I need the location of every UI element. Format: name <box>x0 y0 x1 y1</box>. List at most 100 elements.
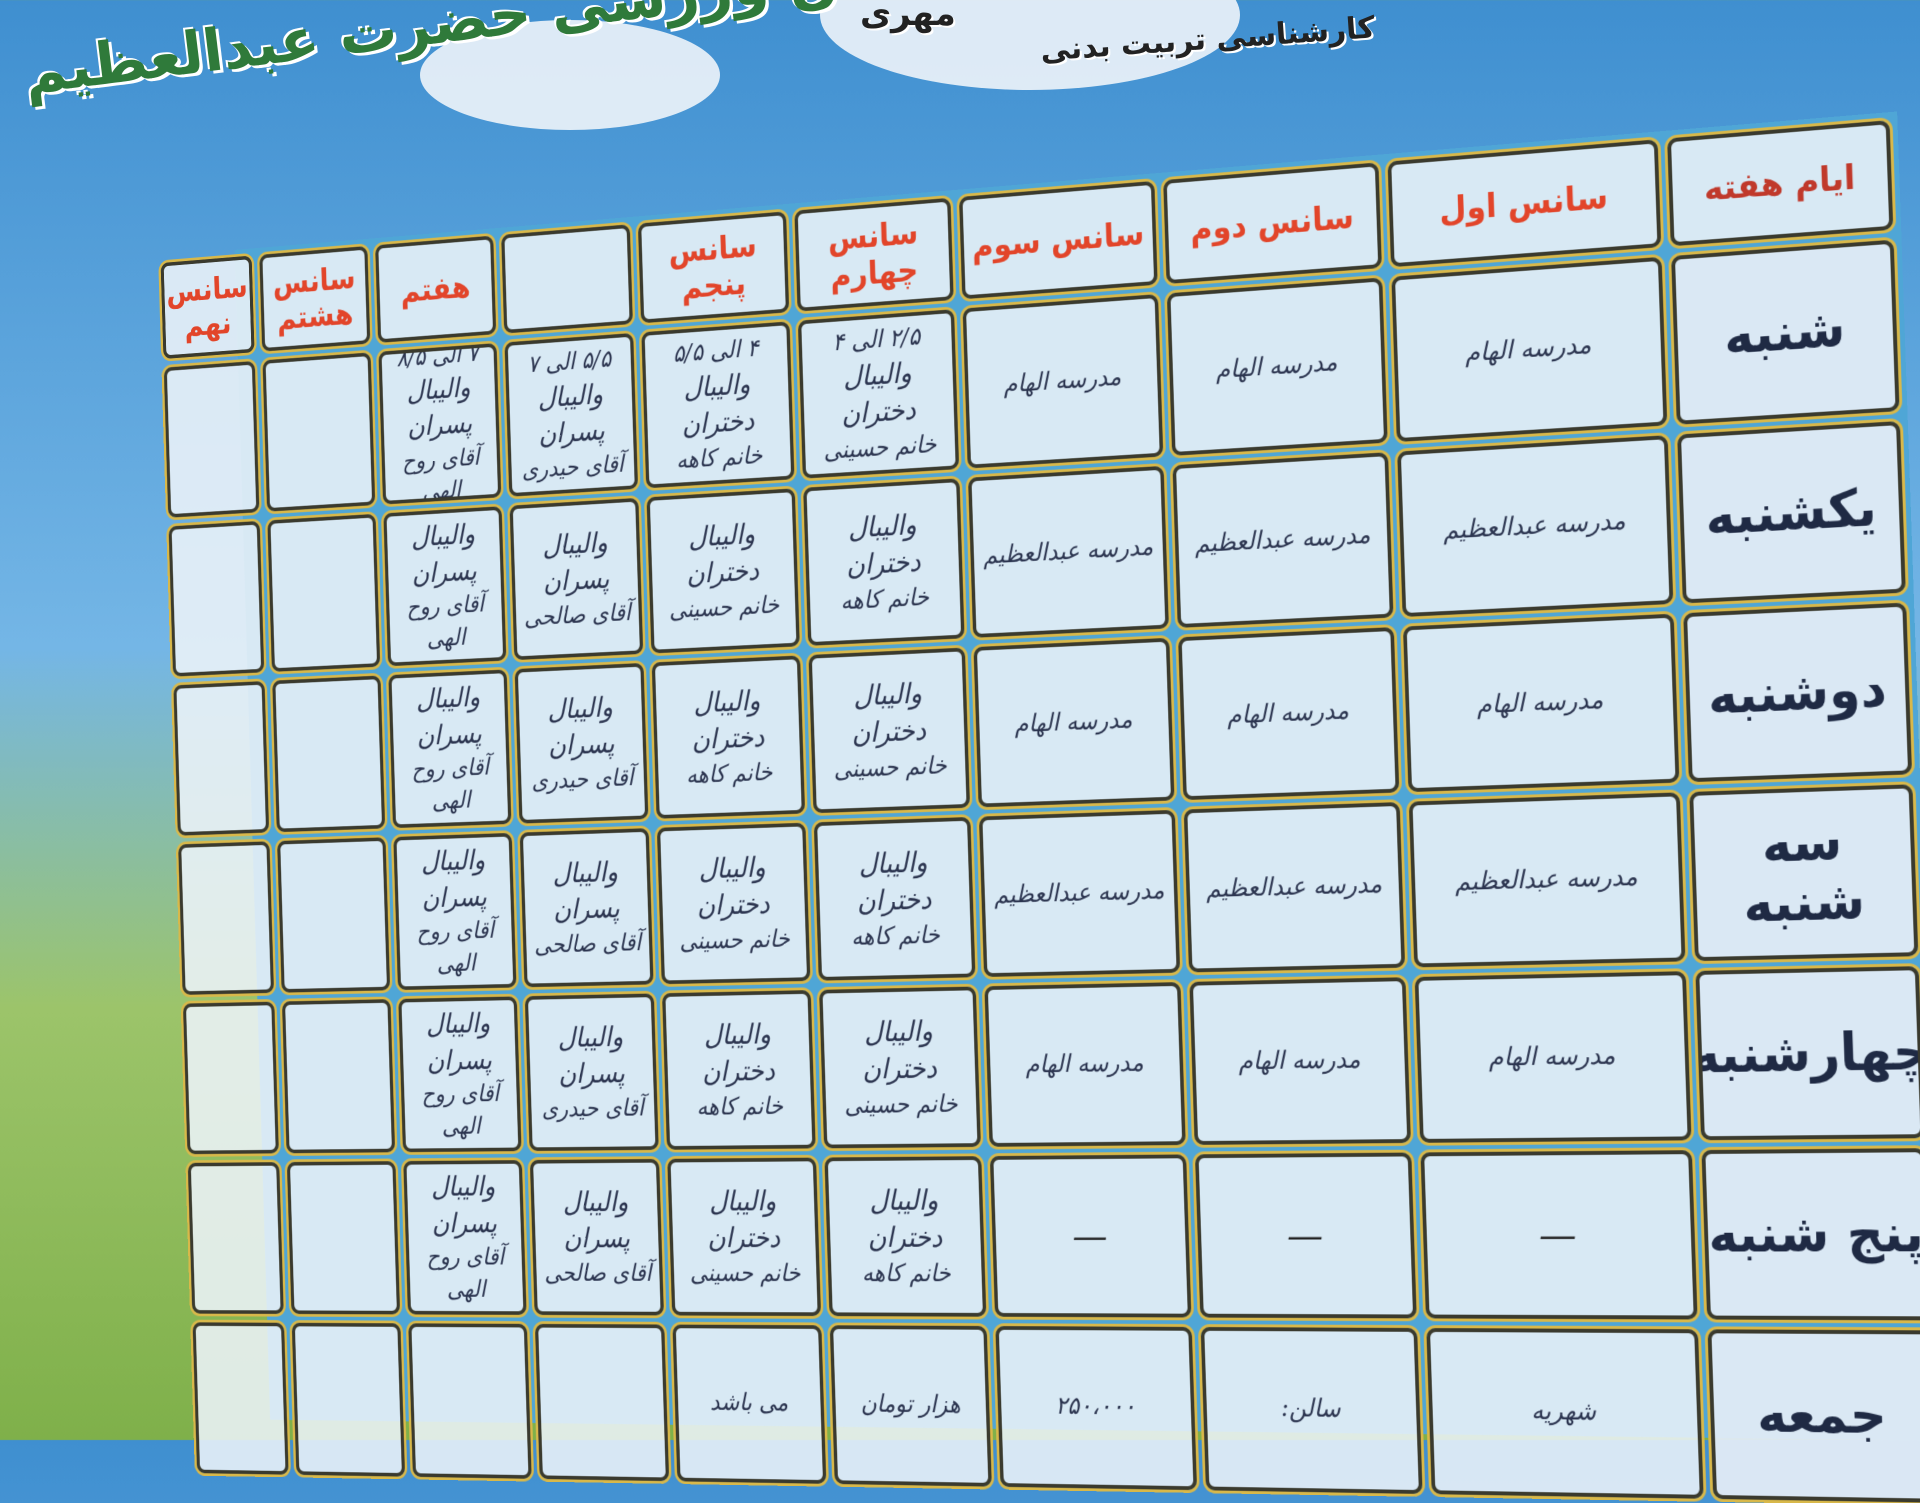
schedule-cell: مدرسه عبدالعظیم <box>968 465 1169 638</box>
column-header: سانس چهارم <box>794 197 954 312</box>
schedule-cell <box>178 841 275 995</box>
column-header: سانس دوم <box>1163 162 1382 284</box>
schedule-cell: والیبال دختران خانم حسینی <box>646 488 800 654</box>
cell-line: مدرسه الهام <box>1215 348 1338 386</box>
cell-line: والیبال پسران <box>541 526 610 599</box>
cell-line: والیبال دختران <box>706 1185 781 1255</box>
cell-line: آقای حیدری <box>521 450 625 484</box>
cell-line: مدرسه عبدالعظیم <box>1194 521 1371 560</box>
schedule-cell <box>277 837 391 993</box>
cell-line: والیبال پسران <box>537 378 606 451</box>
schedule-cell: ۵/۵ الی ۷ والیبال پسران آقای حیدری <box>504 332 639 497</box>
schedule-cell: ۲/۵ الی ۴ والیبال دختران خانم حسینی <box>797 309 960 479</box>
cell-line: مدرسه الهام <box>1238 1045 1361 1077</box>
schedule-cell: والیبال دختران خانم کاهه <box>662 990 816 1150</box>
schedule-cell: والیبال پسران آقای روح الهی <box>388 669 512 829</box>
cell-line: مدرسه عبدالعظیم <box>982 533 1154 571</box>
subtitle: کارشناسی تربیت بدنی <box>1039 10 1376 69</box>
schedule-cell <box>534 1323 670 1482</box>
schedule-cell: — <box>989 1154 1192 1318</box>
cell-line: خانم حسینی <box>843 1090 958 1120</box>
cell-line: والیبال پسران <box>420 844 488 915</box>
cell-line: سالن: <box>1280 1394 1342 1424</box>
schedule-cell <box>182 1001 279 1155</box>
cell-line: مدرسه الهام <box>1488 1041 1616 1073</box>
cell-line: خانم حسینی <box>668 591 780 625</box>
schedule-cell: مدرسه الهام <box>984 982 1186 1147</box>
day-label: شنبه <box>1671 239 1900 425</box>
cell-line: آقای حیدری <box>531 764 634 796</box>
cell-line: والیبال دختران <box>691 684 765 757</box>
schedule-cell: والیبال پسران آقای صالحی <box>519 828 654 988</box>
cell-line: — <box>1071 1214 1109 1258</box>
cell-line: خانم حسینی <box>823 430 937 465</box>
cell-line: خانم حسینی <box>679 925 791 956</box>
cell-line: والیبال پسران <box>425 1008 493 1077</box>
schedule-cell <box>272 675 386 833</box>
day-label: پنج شنبه <box>1701 1148 1920 1321</box>
day-label: دوشنبه <box>1683 602 1913 783</box>
column-header: سانس سوم <box>958 180 1158 300</box>
schedule-cell: هزار تومان <box>829 1325 992 1487</box>
cell-line: والیبال پسران <box>415 681 483 753</box>
column-header: سانس هشتم <box>259 245 371 352</box>
cell-line: مدرسه الهام <box>1476 685 1604 721</box>
schedule-cell: مدرسه الهام <box>973 637 1175 808</box>
cell-line: والیبال دختران <box>701 1018 776 1089</box>
schedule-cell: والیبال پسران آقای صالحی <box>509 497 644 661</box>
cell-line: والیبال دختران <box>686 518 760 592</box>
cell-line: والیبال دختران <box>841 356 917 432</box>
cell-line: ۲۵۰،۰۰۰ <box>1054 1392 1137 1422</box>
schedule-cell: والیبال دختران خانم کاهه <box>813 816 976 981</box>
cell-line: شهریه <box>1530 1397 1597 1428</box>
cell-line: مدرسه الهام <box>1226 696 1350 731</box>
cell-line: خانم کاهه <box>850 921 941 952</box>
schedule-cell: والیبال دختران خانم کاهه <box>824 1156 987 1317</box>
cell-line: آقای روح الهی <box>406 591 485 653</box>
schedule-cell: والیبال پسران آقای حیدری <box>524 993 659 1152</box>
schedule-cell: مدرسه الهام <box>962 294 1164 469</box>
day-label: سه شنبه <box>1689 784 1919 962</box>
column-header <box>501 224 633 334</box>
schedule-cell: سالن: <box>1200 1327 1423 1494</box>
schedule-cell: والیبال پسران آقای صالحی <box>529 1158 664 1316</box>
schedule-cell: مدرسه الهام <box>1391 256 1668 443</box>
cell-line: مدرسه الهام <box>1014 706 1133 740</box>
cell-line: خانم حسینی <box>689 1259 801 1288</box>
day-label: جمعه <box>1707 1329 1920 1503</box>
schedule-cell <box>281 999 396 1154</box>
cell-line: مدرسه عبدالعظیم <box>993 876 1165 910</box>
schedule-cell <box>291 1322 406 1477</box>
schedule-cell <box>163 360 260 518</box>
cell-line: والیبال دختران <box>856 846 933 919</box>
schedule-cell: — <box>1194 1152 1417 1319</box>
cell-line: خانم کاهه <box>675 441 763 475</box>
schedule-cell: والیبال پسران آقای حیدری <box>514 662 649 824</box>
schedule-cell: والیبال پسران آقای روح الهی <box>403 1160 527 1315</box>
header-days: ایام هفته <box>1667 120 1894 247</box>
cell-line: والیبال پسران <box>552 856 621 927</box>
cell-line: مدرسه الهام <box>1003 363 1122 400</box>
cell-line: — <box>1538 1212 1578 1258</box>
schedule-cell: مدرسه عبدالعظیم <box>1172 452 1394 628</box>
schedule-cell: والیبال پسران آقای روح الهی <box>398 996 522 1153</box>
column-header: سانس پنجم <box>637 211 790 324</box>
cell-line: خانم کاهه <box>839 583 930 616</box>
schedule-cell <box>192 1322 289 1475</box>
schedule-table: ایام هفته سانس اول سانس دوم سانس سوم سانس چه… <box>160 111 1920 1503</box>
schedule-cell: مدرسه الهام <box>1402 613 1680 793</box>
cell-line: خانم کاهه <box>861 1259 952 1288</box>
cell-line: می باشد <box>709 1389 789 1418</box>
schedule-cell <box>168 520 265 677</box>
schedule-cell <box>286 1161 401 1315</box>
schedule-cell: والیبال دختران خانم حسینی <box>819 986 981 1149</box>
schedule-cell <box>408 1323 532 1479</box>
schedule-cell <box>267 513 381 672</box>
schedule-cell: مدرسه الهام <box>1414 971 1692 1143</box>
schedule-cell: مدرسه الهام <box>1166 277 1388 456</box>
cell-line: والیبال پسران <box>562 1186 631 1255</box>
schedule-cell: ۴ الی ۵/۵ والیبال دختران خانم کاهه <box>641 321 795 489</box>
schedule-cell: ۲۵۰،۰۰۰ <box>995 1326 1198 1491</box>
schedule-cell <box>187 1162 284 1314</box>
banner-title: سالن ورزشی حضرت عبدالعظیم <box>20 0 944 108</box>
